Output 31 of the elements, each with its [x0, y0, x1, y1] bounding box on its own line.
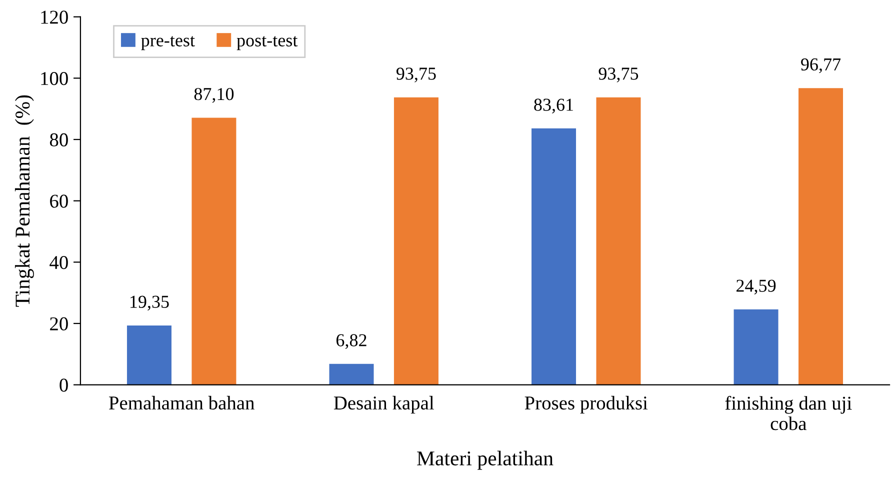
bar: [596, 97, 641, 385]
legend-label: pre-test: [141, 36, 195, 50]
x-tick-label: Proses produksi: [524, 396, 648, 414]
data-label: 87,10: [194, 88, 234, 103]
y-tick-label: 60: [50, 194, 68, 208]
x-tick-label: Desain kapal: [334, 396, 434, 414]
data-label: 24,59: [736, 280, 776, 294]
y-tick-label: 20: [50, 317, 68, 330]
data-label: 93,75: [598, 68, 638, 82]
bar: [798, 88, 844, 385]
legend-label: post-test: [236, 36, 298, 50]
y-axis-title: Tingkat Pemahaman (%): [14, 95, 34, 307]
data-label: 6,82: [336, 334, 366, 349]
y-tick-label: 80: [50, 133, 68, 146]
bar: [394, 97, 438, 385]
y-tick-label: 100: [41, 72, 68, 86]
bar: [126, 325, 172, 385]
x-axis-title: Materi pelatihan: [417, 450, 554, 470]
x-tick-label: Pemahaman bahan: [108, 396, 254, 410]
bar: [734, 309, 778, 385]
bar: [329, 364, 374, 385]
y-tick-label: 0: [60, 378, 68, 392]
bar: [532, 128, 576, 385]
data-label: 93,75: [396, 68, 436, 82]
bar: [192, 118, 236, 385]
x-tick-label: finishing dan uji coba: [725, 396, 852, 430]
data-label: 83,61: [534, 98, 573, 114]
data-label: 96,77: [801, 58, 841, 74]
data-label: 19,35: [130, 296, 169, 311]
y-tick-label: 40: [50, 256, 68, 270]
y-tick-label: 120: [41, 10, 68, 24]
